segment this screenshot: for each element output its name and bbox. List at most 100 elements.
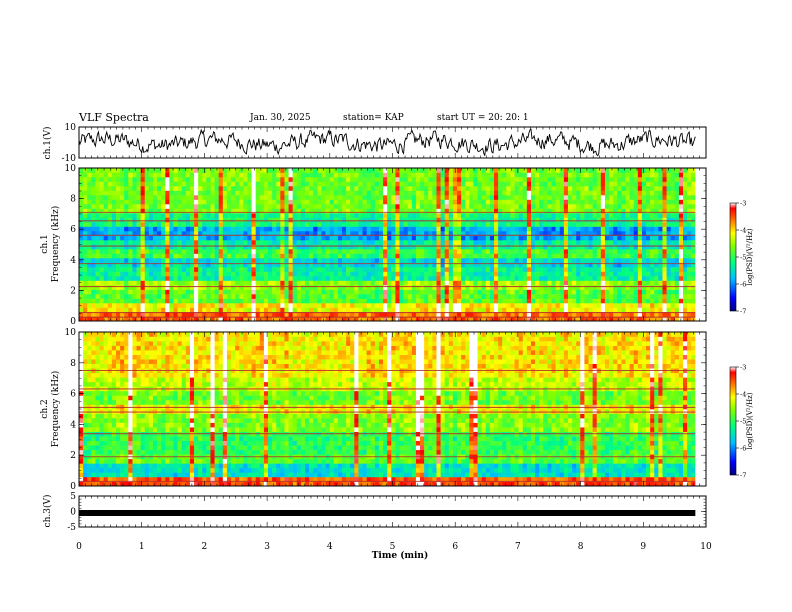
ch1-spec-cell <box>498 217 503 223</box>
ch1-spec-cell <box>539 204 544 209</box>
ch1-spec-cell <box>424 190 429 196</box>
ch1-spec-cell <box>362 262 367 268</box>
ch1-spec-cell <box>161 276 166 281</box>
ch1-spec-cell <box>457 258 462 263</box>
ch1-spec-cell <box>613 267 618 272</box>
ch1-spec-cell <box>600 289 606 295</box>
ch1-spec-cell <box>251 177 256 182</box>
ch1-spec-cell <box>198 262 203 268</box>
ch1-spec-cell <box>218 244 224 250</box>
ch1-spec-cell <box>165 289 170 295</box>
ch1-spec-cell <box>543 262 548 268</box>
ch1-spec-cell <box>646 307 651 313</box>
ch1-spec-cell <box>374 172 380 178</box>
ch1-spec-cell <box>391 217 396 223</box>
ch1-spec-cell <box>403 195 409 200</box>
ch1-spec-cell <box>592 181 598 187</box>
ch1-spec-cell <box>87 168 92 173</box>
ch1-spec-cell <box>428 249 433 254</box>
ch1-spec-cell <box>165 312 170 317</box>
ch1-spec-cell <box>687 303 692 308</box>
ch1-spec-cell <box>489 280 495 286</box>
ch1-spec-cell <box>539 235 544 241</box>
ch1-spec-cell <box>276 294 281 299</box>
ch1-spec-cell <box>177 217 183 223</box>
ch1-spec-cell <box>132 240 137 245</box>
ch1-spec-cell <box>358 285 363 290</box>
ch1-spec-cell <box>502 267 507 272</box>
ch1-spec-cell <box>115 213 121 218</box>
ch1-spec-cell <box>399 181 404 187</box>
ch1-spec-cell <box>99 177 104 182</box>
ch1-spec-cell <box>91 307 96 313</box>
ch1-spec-cell <box>276 244 281 250</box>
ch1-spec-cell <box>111 280 117 286</box>
ch1-spec-cell <box>494 244 499 250</box>
ch1-spec-cell <box>292 280 298 286</box>
ch1-spec-cell <box>120 181 125 187</box>
ch1-spec-cell <box>448 208 454 214</box>
ch1-spec-cell <box>210 258 215 263</box>
ch1-spec-cell <box>687 249 692 254</box>
ch1-spec-cell <box>415 316 421 322</box>
ch1-spec-cell <box>580 213 585 218</box>
ch1-spec-cell <box>674 222 680 227</box>
ch1-spec-cell <box>469 307 474 313</box>
ch1-spec-cell <box>243 289 248 295</box>
ch1-spec-cell <box>633 235 639 241</box>
ch1-spec-cell <box>346 177 351 182</box>
ch1-spec-cell <box>210 307 215 313</box>
ch1-spec-cell <box>329 177 335 182</box>
ch1-spec-cell <box>555 186 561 191</box>
ch1-spec-cell <box>629 190 635 196</box>
ch1-spec-cell <box>580 235 585 241</box>
ch1-spec-cell <box>567 199 573 205</box>
ch1-spec-cell <box>120 235 125 241</box>
ch1-spec-cell <box>592 285 598 290</box>
ch1-spec-cell <box>378 253 384 259</box>
ch1-spec-cell <box>654 244 659 250</box>
ch1-spec-cell <box>506 204 511 209</box>
ch1-spec-cell <box>633 240 639 245</box>
ch1-spec-cell <box>407 244 413 250</box>
ch1-spec-cell <box>165 303 170 308</box>
ch1-spec-cell <box>551 172 556 178</box>
ch1-spec-cell <box>103 298 109 304</box>
ch1-spec-cell <box>678 258 684 263</box>
ch1-spec-cell <box>292 213 298 218</box>
ch1-spec-cell <box>247 316 252 322</box>
ch1-spec-cell <box>592 280 598 286</box>
ch1-spec-cell <box>539 298 544 304</box>
ch1-spec-cell <box>354 208 359 214</box>
ch1-spec-cell <box>341 181 347 187</box>
ch1-spec-cell <box>378 289 384 295</box>
ch1-spec-cell <box>239 226 244 232</box>
ch1-spec-cell <box>181 316 187 322</box>
ch1-spec-cell <box>247 235 252 241</box>
ch1-spec-cell <box>551 235 556 241</box>
ch1-spec-cell <box>506 262 511 268</box>
ch1-spec-cell <box>383 294 388 299</box>
ch1-spec-cell <box>304 258 310 263</box>
ch1-spec-cell <box>683 213 688 218</box>
ch1-spec-cell <box>222 244 228 250</box>
ch1-spec-cell <box>378 303 384 308</box>
ch1-spec-cell <box>115 289 121 295</box>
ch1-spec-cell <box>489 249 495 254</box>
ch1-spec-cell <box>362 307 367 313</box>
ch1-spec-cell <box>329 186 335 191</box>
ch1-spec-cell <box>165 276 170 281</box>
ch1-spec-cell <box>506 235 511 241</box>
ch1-spec-cell <box>218 186 224 191</box>
ch1-spec-cell <box>169 303 174 308</box>
ch1-spec-cell <box>341 195 347 200</box>
ch1-spec-cell <box>313 285 318 290</box>
ch1-spec-cell <box>87 271 92 277</box>
ch1-spec-cell <box>317 195 322 200</box>
ch1-spec-cell <box>424 258 429 263</box>
ch1-spec-cell <box>296 271 302 277</box>
ch1-spec-cell <box>202 298 207 304</box>
ch1-spec-cell <box>395 316 400 322</box>
ch1-spec-cell <box>95 199 100 205</box>
ch1-spec-cell <box>461 204 466 209</box>
